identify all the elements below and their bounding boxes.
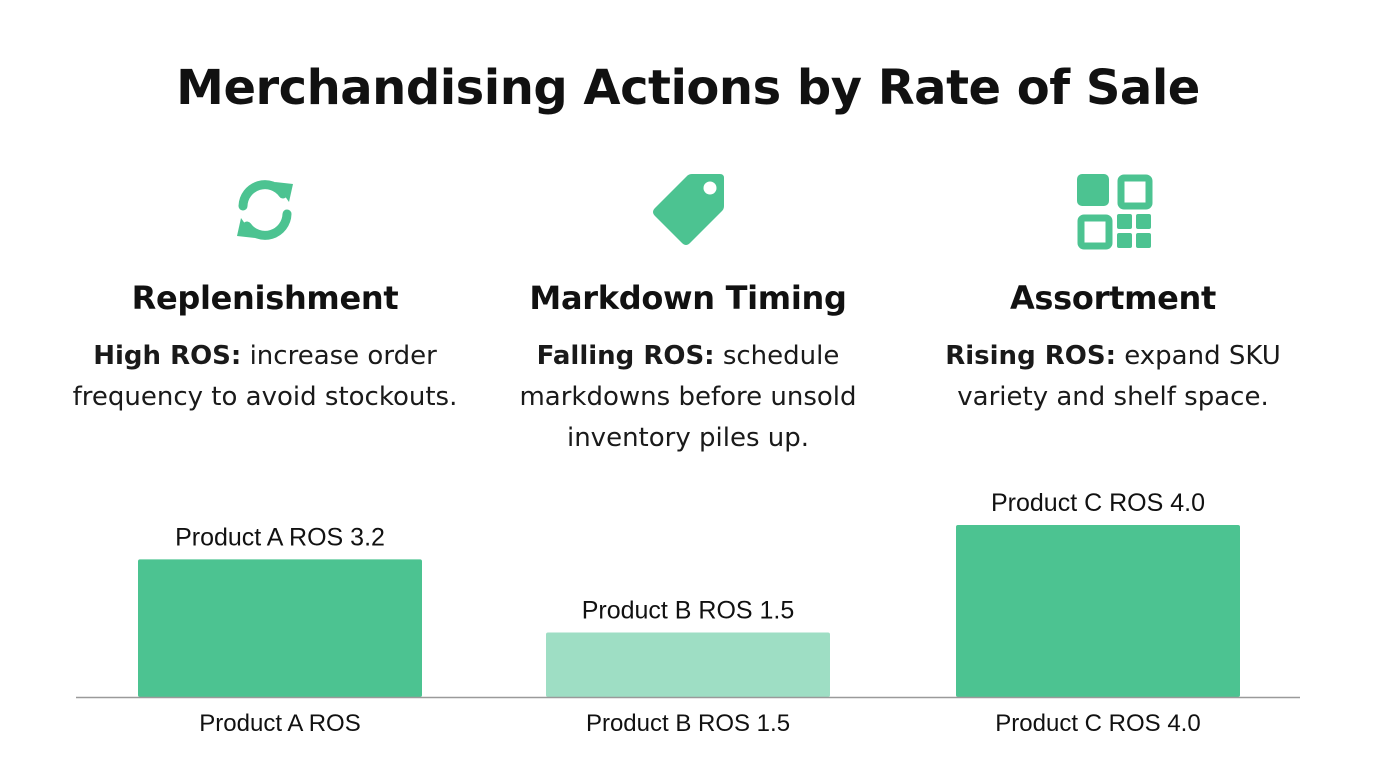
description-lead: Falling ROS:: [536, 341, 715, 371]
column-replenishment: Replenishment High ROS: increase order f…: [55, 168, 475, 412]
grid-squares-icon: [1077, 174, 1153, 250]
data-label: Product C ROS 4.0: [991, 489, 1205, 517]
category-tick-label: Product C ROS 4.0: [995, 710, 1200, 737]
column-markdown-timing: Markdown Timing Falling ROS: schedule ma…: [478, 168, 898, 453]
column-assortment: Assortment Rising ROS: expand SKU variet…: [903, 168, 1323, 412]
column-description: Falling ROS: schedule markdowns before u…: [488, 336, 888, 459]
column-heading: Assortment: [1009, 279, 1217, 317]
column-heading: Replenishment: [131, 279, 399, 317]
description-text: expand SKU variety and shelf space.: [957, 341, 1281, 412]
data-label: Product A ROS 3.2: [175, 523, 385, 551]
description-text: increase order frequency to avoid stocko…: [72, 341, 458, 412]
column-description: High ROS: increase order frequency to av…: [65, 336, 465, 418]
data-label: Product B ROS 1.5: [582, 597, 795, 625]
category-tick-label: Product A ROS: [199, 710, 360, 737]
description-text: schedule markdowns before unsold invento…: [519, 341, 857, 453]
bar: [138, 559, 422, 697]
description-lead: Rising ROS:: [945, 341, 1116, 371]
price-tag-icon: [653, 174, 724, 245]
bar: [956, 525, 1240, 697]
description-lead: High ROS:: [93, 341, 242, 371]
column-description: Rising ROS: expand SKU variety and shelf…: [913, 336, 1313, 418]
category-tick-label: Product B ROS 1.5: [586, 710, 790, 737]
bar: [546, 632, 830, 697]
refresh-cycle-icon: [237, 180, 293, 240]
page-title: Merchandising Actions by Rate of Sale: [176, 60, 1200, 116]
column-heading: Markdown Timing: [529, 279, 847, 317]
